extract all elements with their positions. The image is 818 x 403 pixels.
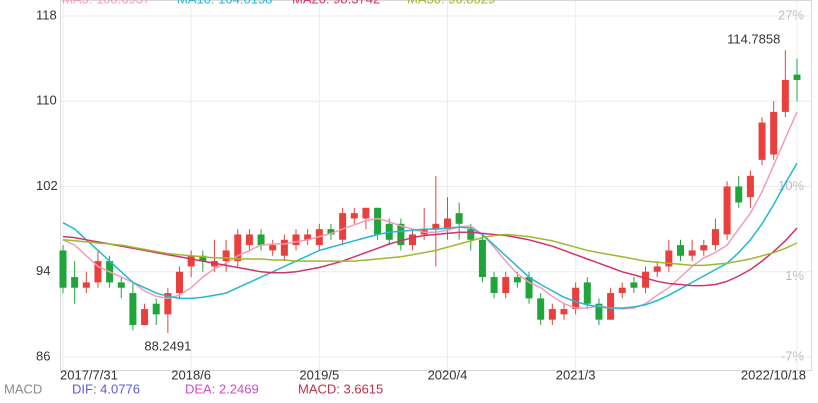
candle-body <box>164 293 172 315</box>
candle-body <box>642 271 650 288</box>
candle-body <box>443 218 451 230</box>
candle-body <box>723 186 731 235</box>
y-tick-label: 94 <box>36 263 50 278</box>
plot-frame <box>60 0 812 371</box>
candle-body <box>152 303 160 315</box>
y2-tick-label: 1% <box>785 268 804 283</box>
y-tick-label: 86 <box>36 348 50 363</box>
x-tick-label: 2020/4 <box>428 367 468 382</box>
candle-body <box>374 207 382 235</box>
candle-body <box>595 303 603 320</box>
candle-body <box>141 309 149 326</box>
candle-body <box>117 282 125 288</box>
candle-body <box>350 213 358 219</box>
x-tick-label: 2019/5 <box>299 367 339 382</box>
candle-body <box>129 293 137 326</box>
candle-body <box>711 229 719 246</box>
candle-body <box>339 213 347 240</box>
candle-body <box>362 207 370 219</box>
candle-body <box>548 309 556 320</box>
x-tick-label: 2022/10/18 <box>741 367 806 382</box>
candle-body <box>478 239 486 278</box>
candle-body <box>700 245 708 251</box>
macd-dea: DEA: 2.2469 <box>185 381 259 396</box>
candle-body <box>187 255 195 267</box>
candle-body <box>630 282 638 288</box>
candle-body <box>525 277 533 299</box>
candle-body <box>176 271 184 294</box>
legend-entry: MA20: 98.3742 <box>292 0 380 6</box>
candle-body <box>688 250 696 256</box>
macd-dif: DIF: 4.0776 <box>72 381 140 396</box>
candle-body <box>304 234 312 240</box>
ma-line <box>62 111 798 310</box>
candle-body <box>280 239 288 256</box>
candle-body <box>665 250 673 267</box>
candle-body <box>490 277 498 294</box>
candle-body <box>793 74 801 80</box>
candle-body <box>455 213 463 224</box>
y2-tick-label: -7% <box>781 348 805 363</box>
legend-entry: MA30: 96.8029 <box>407 0 495 6</box>
legend-entry: MA5: 108.6937 <box>62 0 150 6</box>
ma-line <box>62 233 798 267</box>
candle-body <box>199 255 207 262</box>
ma-line <box>62 227 798 287</box>
candle-body <box>222 250 230 262</box>
annotation: 114.7858 <box>727 32 780 47</box>
candle-body <box>82 282 90 288</box>
candle-body <box>432 223 440 230</box>
ma-line <box>62 162 798 309</box>
y-tick-label: 102 <box>36 178 58 193</box>
candle-body <box>560 309 568 315</box>
candle-body <box>607 293 615 320</box>
x-tick-label: 2018/6 <box>171 367 211 382</box>
candle-body <box>770 111 778 155</box>
y-tick-label: 118 <box>36 7 57 22</box>
candle-body <box>781 79 789 112</box>
candle-body <box>71 277 79 288</box>
candle-body <box>758 122 766 160</box>
candle-body <box>397 223 405 246</box>
macd-title: MACD <box>4 381 42 396</box>
annotation: 88.2491 <box>144 338 191 353</box>
y2-tick-label: 27% <box>778 7 804 22</box>
candle-body <box>735 186 743 203</box>
candle-body <box>537 298 545 320</box>
candle-body <box>502 277 510 294</box>
candle-body <box>94 261 102 283</box>
candle-body <box>467 229 475 240</box>
candle-body <box>746 175 754 198</box>
y-tick-label: 110 <box>36 93 57 108</box>
candle-body <box>409 234 417 246</box>
candle-body <box>676 245 684 256</box>
legend-entry: MA10: 104.0158 <box>177 0 272 6</box>
candle-body <box>292 234 300 246</box>
candle-body <box>257 234 265 246</box>
candle-body <box>572 287 580 310</box>
candle-body <box>59 250 67 288</box>
candle-body <box>583 282 591 304</box>
x-tick-label: 2021/3 <box>556 367 596 382</box>
candle-body <box>618 287 626 294</box>
candle-body <box>327 229 335 235</box>
candle-body <box>245 234 253 246</box>
macd-value: MACD: 3.6615 <box>298 381 383 396</box>
candle-body <box>513 277 521 283</box>
y2-tick-label: 10% <box>778 178 804 193</box>
x-tick-label: 2017/7/31 <box>60 367 118 382</box>
candle-body <box>653 266 661 272</box>
candle-body <box>269 245 277 251</box>
candle-body <box>234 234 242 262</box>
